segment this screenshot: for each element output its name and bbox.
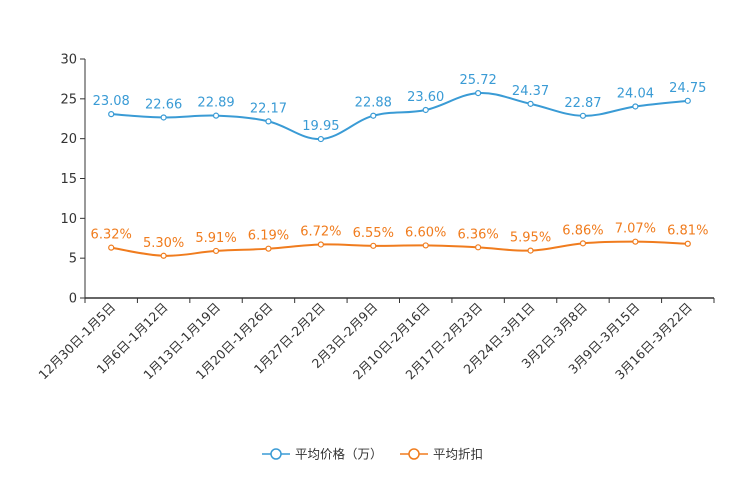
data-label: 6.32%: [91, 228, 132, 243]
data-point[interactable]: [212, 247, 220, 255]
data-point[interactable]: [684, 240, 691, 247]
data-label: 22.89: [197, 96, 234, 111]
legend[interactable]: 平均价格（万） 平均折扣: [262, 447, 483, 462]
legend-label: 平均折扣: [433, 447, 483, 462]
series-1: 23.08 22.66 22.89 22.17 19.95 22.88 23.60 25.72…: [93, 73, 706, 143]
data-point[interactable]: [265, 245, 272, 252]
data-point[interactable]: [317, 135, 324, 143]
data-point[interactable]: [632, 238, 639, 245]
data-label: 5.95%: [510, 231, 551, 246]
data-point[interactable]: [579, 112, 587, 119]
data-point[interactable]: [422, 242, 429, 249]
data-label: 22.88: [355, 96, 392, 111]
data-point[interactable]: [370, 242, 377, 249]
data-label: 24.75: [669, 81, 706, 96]
data-label: 24.37: [512, 84, 549, 99]
y-tick-label: 25: [60, 92, 77, 107]
data-label: 24.04: [617, 86, 654, 101]
data-point[interactable]: [212, 112, 220, 119]
data-label: 23.60: [407, 90, 444, 105]
data-point[interactable]: [475, 89, 482, 97]
series-layer: 23.08 22.66 22.89 22.17 19.95 22.88 23.60 25.72…: [91, 73, 708, 259]
data-point[interactable]: [317, 241, 324, 248]
y-tick-label: 20: [60, 132, 77, 147]
data-point[interactable]: [108, 244, 115, 251]
data-point[interactable]: [265, 118, 272, 125]
legend-item-1[interactable]: 平均价格（万）: [262, 447, 383, 462]
data-label: 6.19%: [248, 229, 289, 244]
y-tick-label: 0: [69, 292, 77, 307]
y-tick-label: 30: [60, 53, 77, 68]
series-2: 6.32% 5.30% 5.91% 6.19% 6.72% 6.55% 6.60% 6.36%…: [91, 222, 708, 259]
data-point[interactable]: [475, 244, 482, 251]
data-label: 22.17: [250, 101, 287, 116]
legend-marker: [408, 448, 420, 460]
y-tick-label: 15: [60, 172, 77, 187]
y-tick-label: 5: [69, 252, 77, 267]
legend-marker: [270, 448, 282, 460]
data-point[interactable]: [684, 97, 691, 104]
data-point[interactable]: [632, 103, 639, 110]
data-label: 6.72%: [300, 224, 341, 239]
y-tick-label: 10: [60, 212, 77, 227]
data-label: 6.55%: [353, 226, 394, 241]
data-label: 5.91%: [195, 231, 236, 246]
data-point[interactable]: [370, 112, 377, 119]
series-line: [111, 240, 688, 257]
data-label: 23.08: [93, 94, 130, 109]
data-label: 6.81%: [667, 224, 708, 239]
data-point[interactable]: [422, 106, 429, 114]
data-label: 6.36%: [457, 227, 498, 242]
data-point[interactable]: [108, 111, 115, 118]
data-label: 22.87: [564, 96, 601, 111]
data-label: 19.95: [302, 119, 339, 134]
data-label: 22.66: [145, 97, 182, 112]
data-label: 5.30%: [143, 236, 184, 251]
series-line: [111, 92, 688, 141]
data-label: 7.07%: [615, 222, 656, 237]
data-point[interactable]: [527, 100, 534, 107]
data-label: 6.60%: [405, 225, 446, 240]
data-point[interactable]: [527, 247, 534, 254]
data-point[interactable]: [579, 240, 587, 247]
data-label: 25.72: [460, 73, 497, 88]
data-point[interactable]: [160, 252, 167, 259]
legend-item-2[interactable]: 平均折扣: [400, 447, 483, 462]
legend-label: 平均价格（万）: [295, 447, 383, 462]
data-point[interactable]: [160, 114, 167, 121]
data-label: 6.86%: [562, 223, 603, 238]
